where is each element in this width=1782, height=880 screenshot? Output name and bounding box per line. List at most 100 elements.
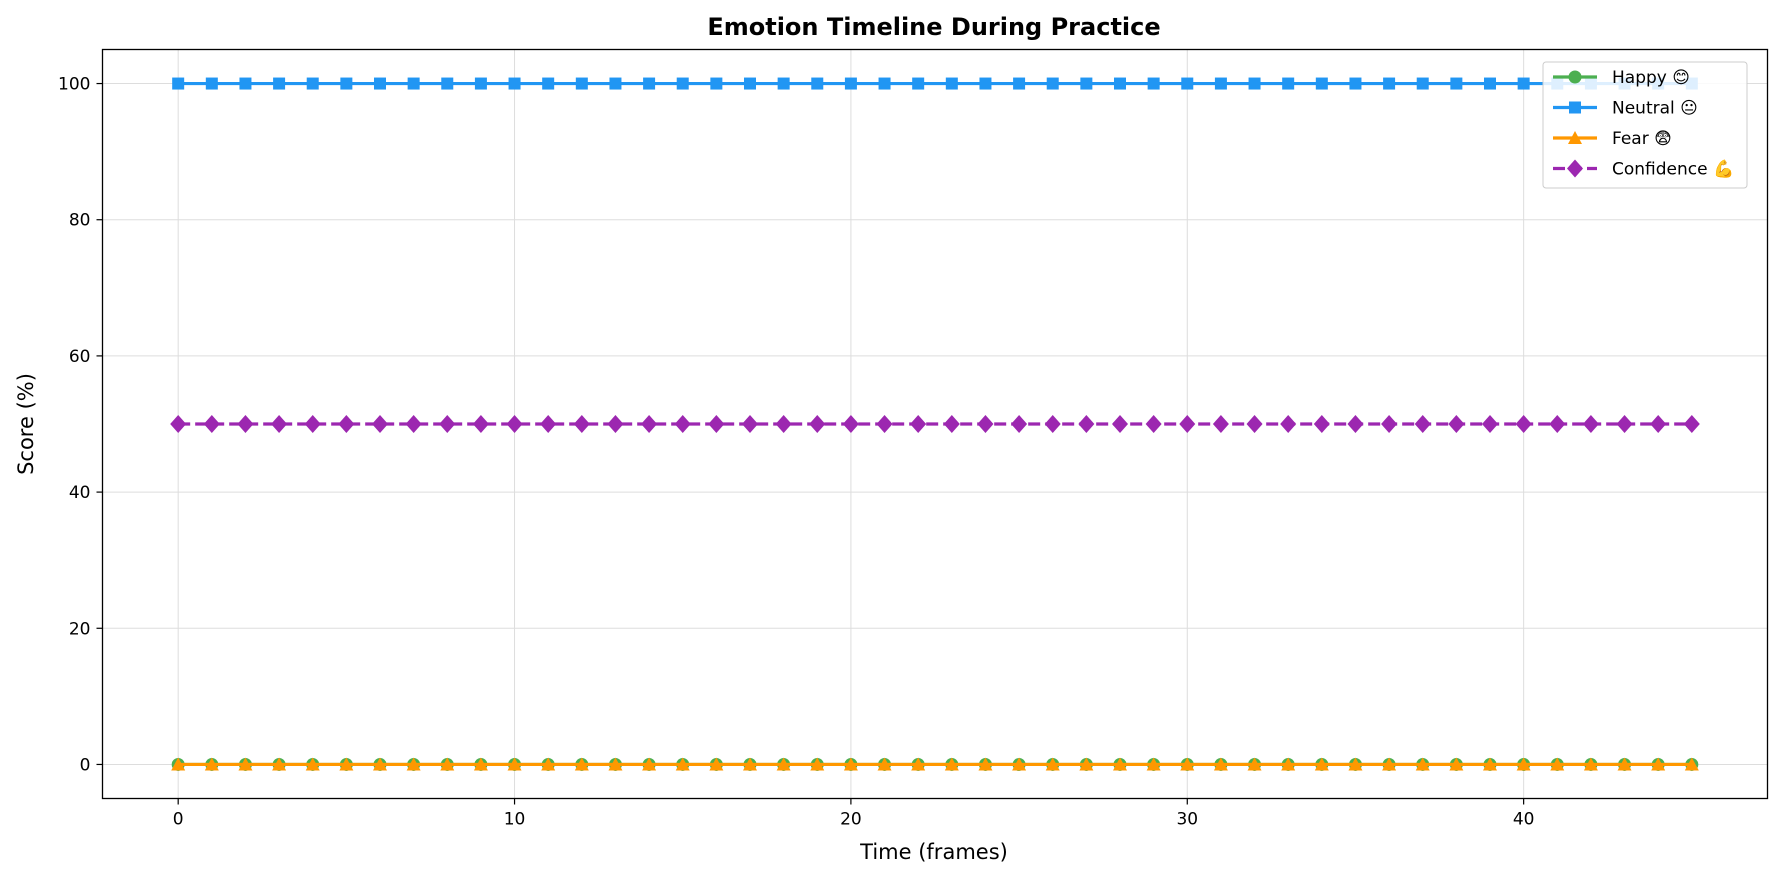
data-point-neutral bbox=[912, 77, 925, 90]
data-point-neutral bbox=[340, 77, 353, 90]
legend-box bbox=[1542, 61, 1748, 189]
data-point-confidence bbox=[304, 415, 321, 433]
data-point-fear bbox=[1113, 757, 1127, 771]
data-point-fear bbox=[608, 757, 623, 771]
data-point-confidence bbox=[573, 415, 590, 433]
data-point-neutral bbox=[474, 77, 487, 90]
data-point-confidence bbox=[271, 415, 288, 433]
data-point-neutral bbox=[1517, 77, 1530, 90]
data-point-fear bbox=[1651, 757, 1666, 771]
data-point-fear bbox=[675, 757, 690, 771]
data-point-neutral bbox=[744, 77, 756, 90]
data-point-fear bbox=[776, 757, 791, 771]
data-point-fear bbox=[1684, 757, 1699, 771]
data-point-confidence bbox=[405, 415, 422, 433]
data-point-fear bbox=[473, 757, 488, 771]
series-confidence bbox=[170, 415, 1700, 433]
data-point-fear bbox=[1382, 757, 1397, 771]
tick-layer: 0 10 20 30 40 0 20 40 60 80 100 bbox=[58, 75, 1534, 830]
data-point-confidence bbox=[742, 415, 758, 433]
data-point-neutral bbox=[1046, 77, 1059, 90]
data-point-confidence bbox=[1280, 415, 1297, 433]
legend: Happy 😊 Neutral 😐 Fear 😨 Confidence 💪 bbox=[1542, 61, 1748, 189]
data-point-fear bbox=[1281, 757, 1296, 771]
data-point-confidence bbox=[506, 415, 523, 433]
data-point-confidence bbox=[1448, 415, 1465, 433]
data-point-fear bbox=[272, 757, 287, 771]
data-point-confidence bbox=[943, 415, 960, 433]
y-tick-label: 80 bbox=[69, 211, 91, 231]
data-point-fear bbox=[440, 757, 455, 771]
data-point-neutral bbox=[1484, 77, 1496, 90]
data-point-fear bbox=[877, 757, 892, 771]
series-neutral bbox=[172, 77, 1698, 90]
data-point-fear bbox=[238, 757, 253, 771]
legend-label-neutral: Neutral 😐 bbox=[1612, 99, 1698, 119]
legend-item-neutral: Neutral 😐 bbox=[1553, 99, 1698, 119]
data-point-fear bbox=[1449, 757, 1464, 771]
data-point-confidence bbox=[1313, 415, 1330, 433]
x-tick-label: 10 bbox=[504, 810, 526, 830]
data-point-confidence bbox=[338, 415, 355, 433]
data-point-confidence bbox=[876, 415, 893, 433]
data-point-neutral bbox=[508, 77, 521, 90]
plot-frame bbox=[101, 48, 1769, 800]
y-tick-label: 0 bbox=[80, 755, 91, 775]
data-point-neutral bbox=[407, 77, 420, 90]
series-layer bbox=[170, 77, 1700, 771]
data-point-neutral bbox=[878, 77, 891, 90]
data-point-confidence bbox=[809, 415, 826, 433]
y-tick-label: 20 bbox=[69, 619, 91, 639]
data-point-fear bbox=[1348, 757, 1363, 771]
data-point-confidence bbox=[1650, 415, 1667, 433]
data-point-confidence bbox=[1582, 415, 1599, 433]
data-point-confidence bbox=[607, 415, 624, 433]
data-point-confidence bbox=[910, 415, 927, 433]
chart-title: Emotion Timeline During Practice bbox=[707, 13, 1160, 41]
data-point-neutral bbox=[1416, 77, 1429, 90]
data-point-fear bbox=[944, 757, 959, 771]
data-point-confidence bbox=[1212, 415, 1229, 433]
legend-label-happy: Happy 😊 bbox=[1612, 68, 1690, 88]
data-point-confidence bbox=[977, 415, 994, 433]
x-tick-label: 0 bbox=[173, 810, 184, 830]
data-point-neutral bbox=[1315, 77, 1328, 90]
data-point-neutral bbox=[273, 77, 286, 90]
data-point-neutral bbox=[1080, 77, 1093, 90]
legend-item-fear: Fear 😨 bbox=[1553, 129, 1672, 149]
legend-item-confidence: Confidence 💪 bbox=[1553, 159, 1734, 180]
data-point-neutral bbox=[441, 77, 454, 90]
data-point-fear bbox=[1180, 757, 1195, 771]
data-point-confidence bbox=[540, 415, 557, 433]
data-point-confidence bbox=[1482, 415, 1498, 433]
data-point-neutral bbox=[609, 77, 622, 90]
data-point-neutral bbox=[239, 77, 252, 90]
data-point-fear bbox=[843, 757, 858, 771]
data-point-neutral bbox=[676, 77, 689, 90]
data-point-fear bbox=[507, 757, 522, 771]
data-point-fear bbox=[978, 757, 993, 771]
data-point-neutral bbox=[710, 77, 723, 90]
legend-marker-neutral bbox=[1569, 101, 1581, 114]
data-point-confidence bbox=[1683, 415, 1700, 433]
data-point-neutral bbox=[172, 77, 185, 90]
legend-label-fear: Fear 😨 bbox=[1612, 129, 1672, 149]
series-fear bbox=[171, 757, 1699, 771]
data-point-fear bbox=[574, 757, 589, 771]
data-point-fear bbox=[1213, 757, 1228, 771]
data-point-neutral bbox=[1147, 77, 1160, 90]
legend-marker-confidence bbox=[1567, 159, 1583, 178]
data-point-fear bbox=[1583, 757, 1598, 771]
data-point-neutral bbox=[205, 77, 218, 90]
data-point-neutral bbox=[374, 77, 386, 90]
data-point-neutral bbox=[811, 77, 824, 90]
data-point-confidence bbox=[439, 415, 456, 433]
y-tick-label: 60 bbox=[69, 347, 91, 367]
data-point-neutral bbox=[306, 77, 319, 90]
data-point-fear bbox=[1483, 757, 1497, 771]
data-point-fear bbox=[373, 757, 387, 771]
data-point-fear bbox=[406, 757, 421, 771]
data-point-neutral bbox=[1349, 77, 1362, 90]
y-tick-label: 100 bbox=[58, 75, 90, 95]
data-point-fear bbox=[204, 757, 219, 771]
